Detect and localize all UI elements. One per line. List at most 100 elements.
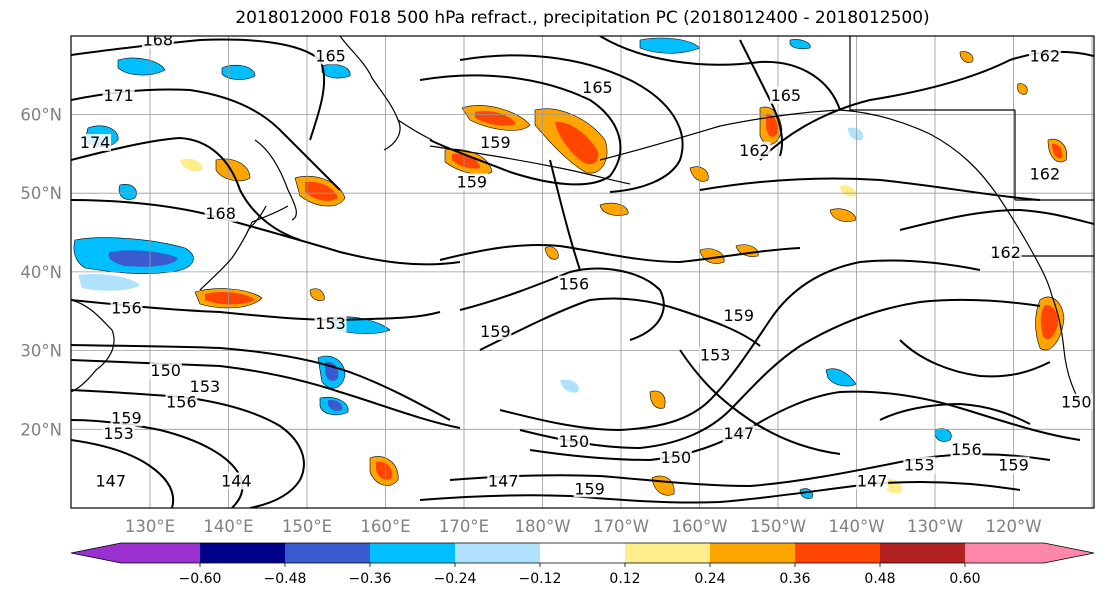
pos-blob [959, 51, 974, 63]
contour-label-bg [1028, 47, 1061, 65]
lon-label: 170°E [439, 517, 489, 536]
contour-label-bg [94, 472, 127, 490]
coast-alaska-south [599, 109, 999, 197]
contour-label-bg [165, 393, 198, 411]
contour-line [899, 339, 1051, 378]
contour-label-bg [110, 409, 143, 427]
contour-label: 153 [315, 314, 346, 333]
contour-label-bg [659, 448, 692, 466]
contour-label: 150 [150, 361, 181, 380]
pos-blob [309, 288, 325, 301]
neg-blob [825, 368, 857, 387]
contour-label: 159 [574, 479, 605, 498]
contour-line [71, 199, 461, 266]
contour-line [599, 36, 841, 111]
contour-label-bg [557, 275, 590, 293]
contour-line [71, 389, 305, 508]
lat-label: 40°N [20, 263, 62, 282]
pos-blob [649, 390, 666, 409]
contour-label-group: 168 171 174 165 165 165 162 162 162 162 159 159 168 1… [79, 31, 1093, 498]
coast-bc [997, 195, 1053, 297]
contour-label-bg [479, 133, 512, 151]
lon-label: 130°W [907, 517, 963, 536]
contour-label-bg [141, 36, 174, 49]
pos-blob [452, 153, 480, 169]
pos-blob [829, 208, 857, 222]
contour-label: 156 [111, 298, 142, 317]
map-border [70, 35, 1095, 509]
neg-blob [221, 64, 256, 80]
contour-line [529, 390, 1081, 462]
lat-label: 60°N [20, 106, 62, 125]
colorbar-outline [70, 542, 1095, 564]
contour-label-bg [479, 322, 512, 340]
border-us-canada [1014, 110, 1094, 201]
neg-blob [321, 64, 351, 79]
pos-blob [205, 292, 255, 305]
lat-label: 30°N [20, 342, 62, 361]
contour-label-bg [950, 440, 983, 458]
contour-line [71, 439, 175, 508]
contour-label-bg [769, 86, 802, 104]
contour-label-bg [557, 433, 590, 451]
contour-label: 147 [857, 471, 888, 490]
contour-label: 156 [559, 275, 590, 294]
colorbar-tick-label: −0.36 [349, 571, 392, 587]
contour-line [419, 481, 1021, 504]
contour-label: 150 [559, 432, 590, 451]
pos-blob [1017, 83, 1028, 95]
contour-line [479, 297, 761, 351]
contour-label: 168 [143, 31, 174, 50]
contour-label-bg [149, 362, 182, 380]
colorbar-box [285, 543, 370, 563]
pos-blob [215, 158, 251, 182]
lon-label: 140°E [203, 517, 253, 536]
coast-alaska [339, 36, 433, 151]
neg-blob [328, 399, 343, 412]
colorbar-tick-label: 0.60 [949, 571, 980, 587]
contour-label-bg [699, 346, 732, 364]
colorbar-box [540, 543, 625, 563]
lon-label: 150°E [282, 517, 332, 536]
contour-line [679, 349, 841, 455]
contour-label-bg [487, 472, 520, 490]
neg-blob [108, 250, 178, 267]
contour-label-bg [989, 244, 1022, 262]
contour-line [699, 177, 1041, 201]
contour-label-bg [102, 86, 135, 104]
contour-label: 159 [111, 408, 142, 427]
contour-label-bg [455, 173, 488, 191]
colorbar-box [625, 543, 710, 563]
map-content: 168 171 174 165 165 165 162 162 162 162 159 159 168 1… [71, 31, 1094, 508]
contour-line [459, 54, 684, 193]
contour-label: 144 [221, 471, 252, 490]
neg-blob [560, 379, 579, 393]
colorbar: −0.60 −0.48 −0.36 −0.24 −0.12 0.12 0.24 0.36 0.4… [70, 542, 1095, 587]
pos-blob [840, 185, 857, 197]
contour-label: 153 [700, 345, 731, 364]
figure-title: 2018012000 F018 500 hPa refract., precip… [235, 8, 930, 28]
contour-label-bg [188, 377, 221, 395]
contour-line [899, 208, 1094, 231]
colorbar-tick-label: 0.36 [779, 571, 810, 587]
contour-label: 159 [480, 322, 511, 341]
contour-label: 159 [457, 172, 488, 191]
pos-blob [1040, 304, 1058, 340]
pos-blob [544, 246, 559, 260]
contour-label-bg [856, 472, 889, 490]
contour-line [71, 359, 461, 429]
coast-japan [199, 205, 267, 291]
contour-label: 165 [315, 46, 346, 65]
neg-blob [639, 37, 701, 54]
neg-blob [78, 274, 140, 291]
contour-label: 162 [1030, 164, 1061, 183]
contour-line [71, 38, 326, 141]
neg-blob [789, 39, 811, 50]
contour-line [549, 159, 581, 271]
colorbar-box [370, 543, 455, 563]
contour-line [71, 344, 451, 421]
colorbar-tick-label: −0.48 [264, 571, 307, 587]
lon-label: 150°W [750, 517, 806, 536]
coast-aleutians [429, 145, 631, 185]
contour-label-bg [1028, 165, 1061, 183]
